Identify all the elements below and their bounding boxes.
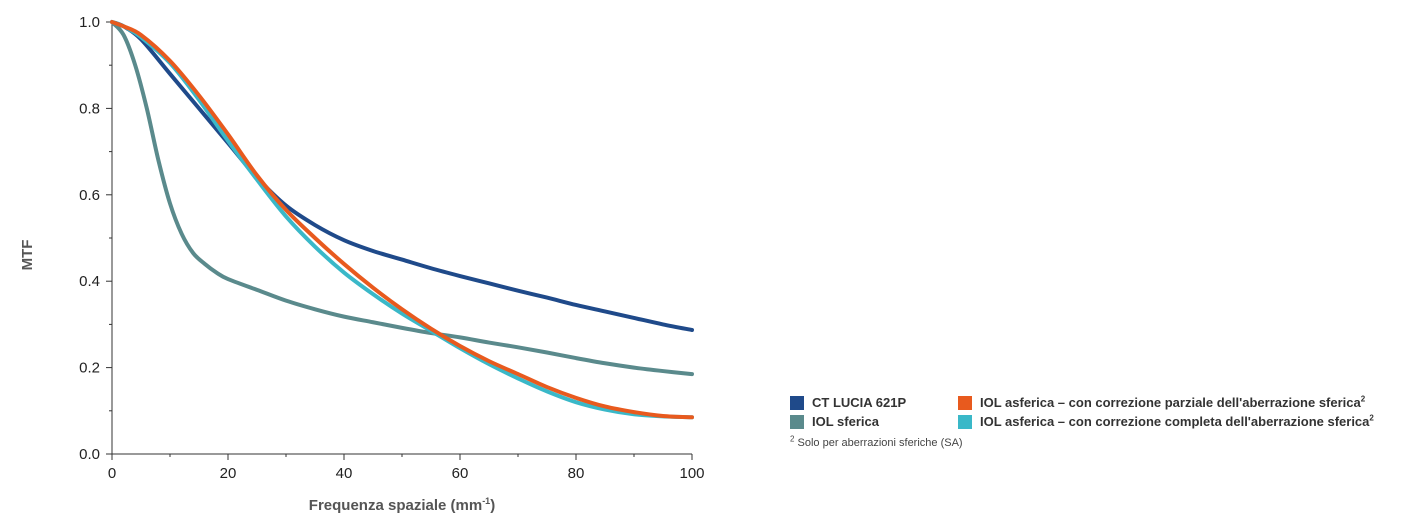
y-tick-label: 0.4 <box>79 273 100 290</box>
x-tick-label: 60 <box>452 465 469 482</box>
legend-label-iol-asferica-parziale: IOL asferica – con correzione parziale d… <box>980 394 1366 410</box>
y-tick-label: 0.2 <box>79 360 100 377</box>
chart-axes: 0.0 0.2 0.4 0.6 0.8 1.0 0 20 40 60 80 100 <box>79 14 704 482</box>
chart-series <box>110 20 694 420</box>
footnote-marker: 2 <box>790 434 795 444</box>
y-axis-title: MTF <box>19 240 36 271</box>
x-tick-label: 100 <box>679 465 704 482</box>
footnote-text: Solo per aberrazioni sferiche (SA) <box>794 437 963 449</box>
y-tick-label: 0.8 <box>79 100 100 117</box>
legend-item-iol-asferica-completa: IOL asferica – con correzione completa d… <box>958 414 1374 429</box>
legend-item-iol-sferica: IOL sferica <box>790 414 958 429</box>
x-tick-label: 20 <box>220 465 237 482</box>
series-line-0 <box>110 20 694 333</box>
legend-label-iol-sferica: IOL sferica <box>812 414 879 429</box>
legend-swatch-ct-lucia <box>790 395 804 410</box>
y-tick-label: 0.6 <box>79 187 100 204</box>
legend-swatch-iol-asferica-completa <box>958 414 972 429</box>
legend-swatch-iol-sferica <box>790 414 804 429</box>
chart-footnote: 2 Solo per aberrazioni sferiche (SA) <box>790 434 1374 449</box>
x-tick-label: 80 <box>568 465 585 482</box>
legend-swatch-iol-asferica-parziale <box>958 395 972 410</box>
legend-item-iol-asferica-parziale: IOL asferica – con correzione parziale d… <box>958 395 1374 410</box>
legend-item-ct-lucia: CT LUCIA 621P <box>790 395 958 410</box>
legend-label-iol-asferica-completa: IOL asferica – con correzione completa d… <box>980 413 1374 429</box>
x-tick-label: 0 <box>108 465 116 482</box>
series-line-3 <box>110 20 694 420</box>
x-tick-label: 40 <box>336 465 353 482</box>
y-tick-label: 0.0 <box>79 446 100 463</box>
legend-label-ct-lucia: CT LUCIA 621P <box>812 395 907 410</box>
series-line-2 <box>110 20 694 420</box>
x-axis-title: Frequenza spaziale (mm-1) <box>309 496 495 514</box>
y-tick-label: 1.0 <box>79 14 100 31</box>
chart-legend: CT LUCIA 621P IOL asferica – con correzi… <box>790 395 1374 449</box>
series-line-1 <box>110 20 694 377</box>
